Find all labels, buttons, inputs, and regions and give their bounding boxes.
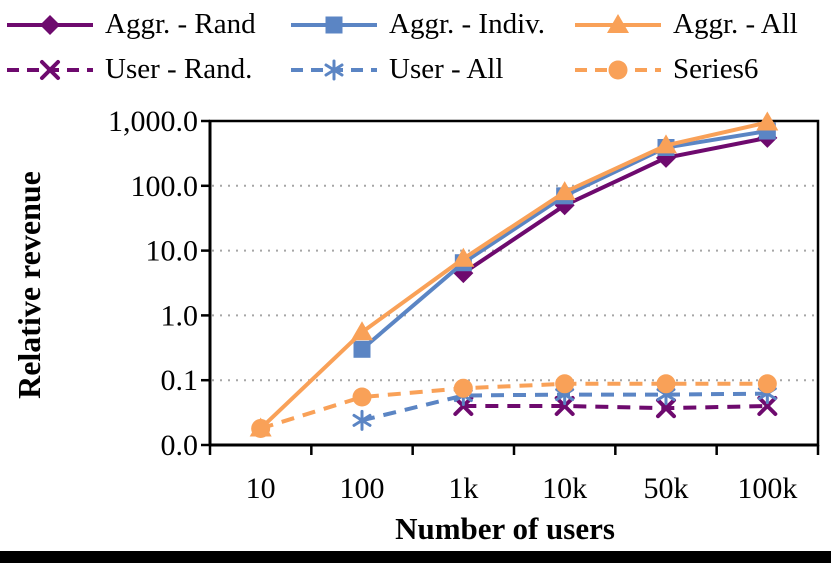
y-tick-label: 10.0: [146, 235, 199, 268]
x-tick-label: 10: [246, 472, 276, 505]
x-tick-label: 10k: [542, 472, 587, 505]
legend-diamond-marker-icon: [7, 14, 93, 35]
series-aggr-all: [249, 111, 779, 437]
series-aggr-indiv: [353, 122, 776, 358]
legend-item: Series6: [572, 48, 827, 91]
series-series6: [251, 374, 777, 438]
legend-item: Aggr. - Rand: [4, 3, 288, 46]
legend-label: Aggr. - All: [673, 8, 798, 40]
legend-item: Aggr. - Indiv.: [288, 3, 572, 46]
legend-label: Aggr. - Rand: [105, 8, 256, 40]
y-tick-label: 100.0: [131, 170, 199, 203]
series-user-rand: [453, 395, 778, 419]
legend-circle-marker-icon: [575, 60, 661, 79]
legend-label: Aggr. - Indiv.: [389, 8, 545, 40]
legend-label: Series6: [673, 53, 759, 85]
legend: Aggr. - Rand Aggr. - Indiv. Aggr. - All Use…: [4, 3, 827, 91]
legend-label: User - Rand.: [105, 53, 253, 85]
footer-bar: [0, 551, 831, 563]
series-aggr-rand: [453, 127, 778, 284]
y-tick-label: 0.0: [161, 429, 199, 462]
x-axis-title: Number of users: [395, 511, 615, 546]
legend-item: Aggr. - All: [572, 3, 827, 46]
legend-square-marker-icon: [291, 16, 377, 33]
y-tick-label: 0.1: [161, 364, 199, 397]
y-axis-title: Relative revenue: [11, 171, 47, 399]
x-tick-label: 100k: [737, 472, 797, 505]
legend-label: User - All: [389, 53, 504, 85]
legend-x-marker-icon: [7, 59, 93, 80]
legend-item: User - All: [288, 48, 572, 91]
x-tick-label: 50k: [644, 472, 689, 505]
y-tick-label: 1,000.0: [108, 105, 198, 138]
x-tick-label: 1k: [448, 472, 478, 505]
legend-star-marker-icon: [291, 59, 377, 80]
legend-triangle-marker-icon: [575, 13, 661, 33]
x-tick-label: 100: [340, 472, 385, 505]
y-tick-label: 1.0: [161, 299, 199, 332]
legend-item: User - Rand.: [4, 48, 288, 91]
